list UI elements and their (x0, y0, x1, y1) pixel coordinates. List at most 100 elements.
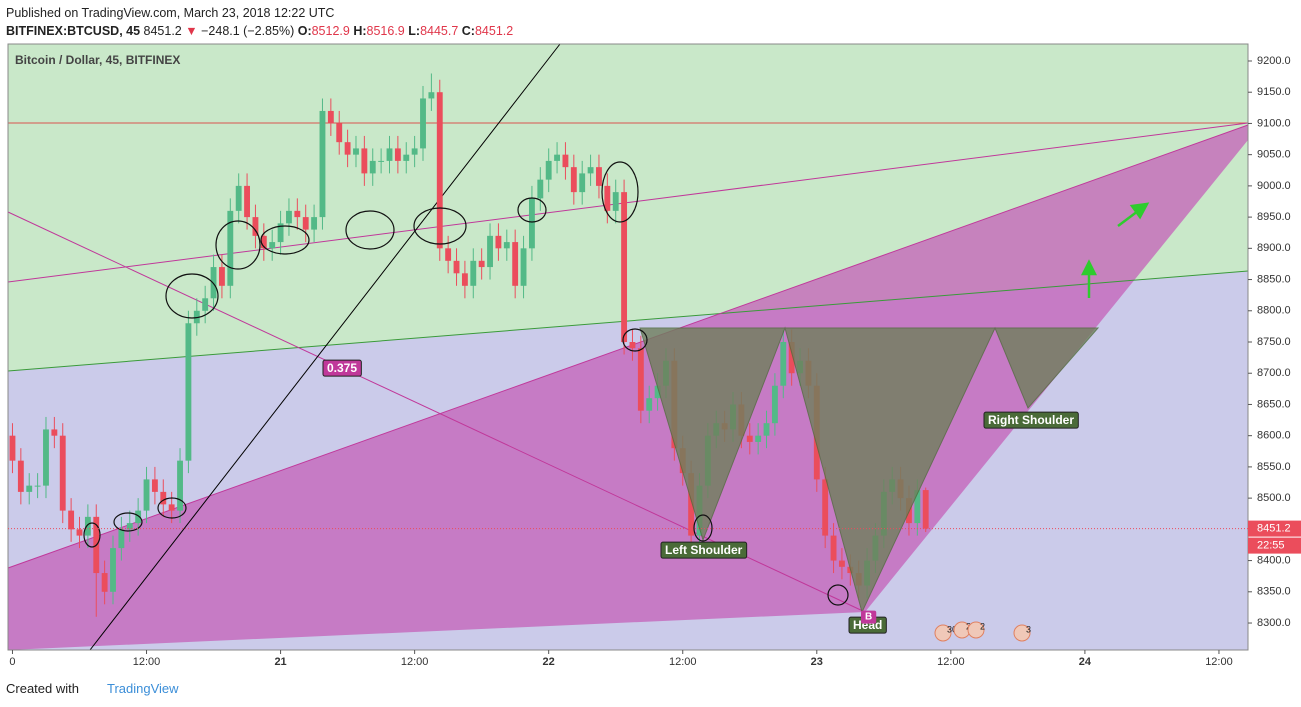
candle-body (235, 185, 242, 211)
candle-body (780, 342, 787, 386)
candle-body (545, 160, 552, 180)
y-tick-label: 8550.0 (1257, 461, 1291, 473)
candle-body (453, 260, 460, 274)
x-tick-label: 12:00 (669, 656, 697, 668)
candle-body (218, 267, 225, 286)
event-badge (934, 624, 952, 642)
arrow: ▼ (185, 24, 198, 38)
annotation: 0.375 (327, 361, 357, 375)
candle-body (353, 148, 359, 155)
candle-body (528, 198, 535, 249)
candle-body (495, 235, 502, 249)
annotation: B (865, 612, 872, 623)
candle-body (193, 310, 200, 324)
doodle (215, 220, 261, 270)
candle-body (587, 167, 594, 174)
quote: BITFINEX:BTCUSD, 45 8451.2 ▼ −248.1 (−2.… (6, 22, 513, 40)
candle-body (369, 160, 376, 174)
brand: TradingView (106, 681, 179, 696)
candle-body (822, 479, 829, 536)
candle-body (135, 510, 142, 524)
annotation: Right Shoulder (988, 413, 1074, 427)
annotation-box (322, 359, 362, 377)
x-tick-label: 24 (1079, 656, 1092, 668)
ohlc-key: L: (408, 24, 421, 38)
change: −248.1 (−2.85%) (201, 24, 295, 38)
doodle (693, 514, 713, 542)
candle-body (746, 435, 753, 442)
price: 8451.2 (143, 24, 182, 38)
candle-body (420, 98, 426, 149)
candle-body (143, 479, 150, 511)
candle-body (596, 167, 602, 186)
candle-body (570, 167, 577, 193)
event-badge (967, 621, 985, 639)
candle-body (177, 460, 183, 511)
candle-body (260, 235, 267, 249)
candle-body (688, 473, 695, 536)
y-tick-label: 8600.0 (1257, 430, 1291, 442)
annotation-box (660, 541, 748, 559)
ohlc-key: O: (297, 24, 312, 38)
trend-line (7, 270, 1249, 372)
candle-body (771, 385, 778, 424)
y-tick-label: 8800.0 (1257, 305, 1291, 317)
candle-body (788, 342, 795, 374)
candle-body (294, 210, 301, 218)
header: Published on TradingView.com, March 23, … (6, 4, 513, 40)
y-tick-label: 9150.0 (1257, 86, 1291, 98)
candle-body (277, 223, 284, 243)
candle-body (537, 179, 544, 199)
candle-body (554, 154, 560, 161)
candle-body (646, 398, 653, 411)
candle-body (252, 217, 259, 236)
last-price-box (1248, 520, 1301, 537)
candle-body (922, 490, 929, 529)
candle-body (160, 491, 167, 505)
arrow (1117, 210, 1139, 227)
candle-body (487, 235, 493, 268)
y-tick-label: 9050.0 (1257, 149, 1291, 161)
y-tick-label: 8650.0 (1257, 398, 1291, 410)
candle-body (654, 385, 661, 399)
channel-edge (7, 124, 1249, 569)
annotation: Left Shoulder (665, 543, 743, 557)
candle-body (43, 429, 49, 486)
published: Published on TradingView.com, March 23, … (6, 6, 335, 20)
countdown: 22:55 (1257, 540, 1285, 552)
ohlc-key: C: (461, 24, 475, 38)
candle-body (51, 429, 58, 436)
doodle (165, 273, 219, 319)
y-tick-label: 8350.0 (1257, 586, 1291, 598)
candle-body (210, 267, 217, 299)
candle-body (579, 173, 586, 193)
candle-body (311, 217, 318, 230)
event-count: 3 (1026, 624, 1031, 634)
candle-body (327, 110, 334, 124)
candle-body (838, 560, 845, 567)
candle-body (17, 460, 24, 492)
candle-body (361, 148, 368, 174)
event-count: 2 (980, 621, 985, 631)
candle-body (68, 510, 75, 530)
candle-body (763, 423, 770, 436)
candle-body (9, 435, 16, 461)
candle-body (227, 210, 234, 286)
candle-body (386, 148, 393, 161)
x-tick-label: 0 (9, 656, 15, 668)
x-tick-label: 12:00 (133, 656, 161, 668)
candle-body (411, 148, 418, 155)
candle-body (612, 192, 619, 211)
doodle (413, 207, 467, 245)
y-tick-label: 8850.0 (1257, 273, 1291, 285)
candle-body (185, 323, 192, 461)
x-tick-label: 12:00 (1205, 656, 1233, 668)
y-tick-label: 8400.0 (1257, 554, 1291, 566)
x-tick-label: 21 (274, 656, 286, 668)
candle-body (151, 479, 158, 492)
doodle (113, 512, 143, 532)
candle-body (503, 242, 510, 249)
y-tick-label: 8500.0 (1257, 492, 1291, 504)
doodle (622, 328, 648, 352)
candle-body (26, 485, 33, 492)
